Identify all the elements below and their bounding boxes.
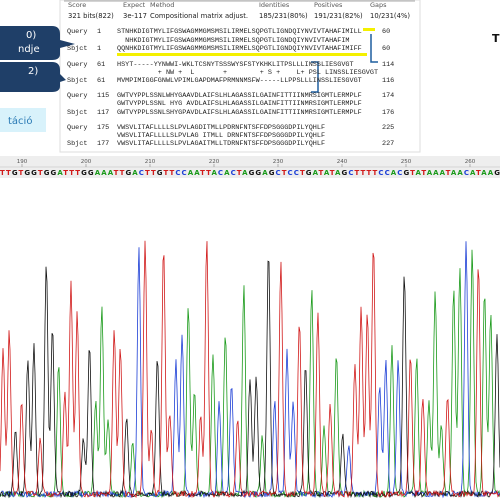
row-label: Sbjct xyxy=(67,45,87,53)
ruler-label: 260 xyxy=(465,159,476,165)
row-label: Sbjct xyxy=(67,77,87,85)
row-seq: VWSVLITAFLLLLSLPVLAGAITMLLTDRNFNTSFFDPSG… xyxy=(117,140,325,148)
row-seq: GWTVYPPLSSNLWHYGAAVDLAIFSLHLAGASSILGAINF… xyxy=(117,92,362,100)
ruler-label: 210 xyxy=(145,159,156,165)
base-sequence: TTGTGGTGGATTTGGAAATTGACTTGTTCCAATTACACTA… xyxy=(0,169,500,177)
stat-value: 321 bits(822) xyxy=(68,12,114,20)
alignment-panel xyxy=(59,0,421,153)
row-seq: HSYT-----YYNWWI-WKLTCSNYTSSSWYSFSTYKHKLI… xyxy=(117,61,354,69)
stat-header: Gaps xyxy=(370,1,387,9)
row-start: 177 xyxy=(97,140,109,148)
row-seq: STNHKDIGTMYLIFGSWAGMMGMSMSILIRMELSQPGTLI… xyxy=(117,28,362,36)
callout xyxy=(0,26,75,60)
callout-text: táció xyxy=(8,115,32,127)
mid-line: NHKDIGTMYLIFGSWAGMMGMSMSILIRMELSQPGTLIGN… xyxy=(117,37,350,45)
stat-header: Expect xyxy=(123,1,146,9)
row-seq: GWTVYPPLSSNLSHYGPAVDLAIFSLHLAGASSILGAINF… xyxy=(117,109,362,117)
row-end: 114 xyxy=(382,61,394,69)
stat-header: Positives xyxy=(314,1,343,9)
highlight xyxy=(363,28,375,31)
mid-line: VWSVLITAFLLLLSLPVLAG ITMLL DRNFNTSFFDPSG… xyxy=(117,132,325,140)
stat-value: 3e-117 xyxy=(123,12,147,20)
row-label: Query xyxy=(67,92,87,100)
row-label: Sbjct xyxy=(67,109,87,117)
highlight xyxy=(117,53,367,56)
callout-text: 0) xyxy=(26,30,36,41)
row-start: 115 xyxy=(97,92,109,100)
stat-value: 185/231(80%) xyxy=(259,12,308,20)
callout-text: 2) xyxy=(28,66,38,77)
callout-box xyxy=(0,108,46,132)
side-letter: T xyxy=(492,32,500,45)
stat-header: Identities xyxy=(259,1,290,9)
row-label: Sbjct xyxy=(67,140,87,148)
trace xyxy=(0,240,500,499)
trace-area xyxy=(0,180,500,500)
stat-value: 191/231(82%) xyxy=(314,12,363,20)
row-start: 1 xyxy=(97,45,101,53)
row-label: Query xyxy=(67,124,87,132)
mid-line: GWTVYPPLSSNL HYG AVDLAIFSLHLAGASSILGAINF… xyxy=(117,100,362,108)
row-end: 60 xyxy=(382,45,390,53)
row-end: 116 xyxy=(382,77,394,85)
stat-header: Score xyxy=(68,1,86,9)
row-end: 227 xyxy=(382,140,394,148)
row-start: 61 xyxy=(97,61,105,69)
row-seq: MVMPIMIGGFGNWLVPIMLGAPDMAFPRMNNMSFW-----… xyxy=(117,77,362,85)
row-start: 117 xyxy=(97,109,109,117)
row-start: 61 xyxy=(97,77,105,85)
ruler-label: 250 xyxy=(401,159,412,165)
mid-line: + NW + L + + S + L+ PSL LINSSLIESGVGT xyxy=(117,69,378,77)
callout-text: ndje xyxy=(18,44,40,55)
stat-value: Compositional matrix adjust. xyxy=(150,12,248,20)
stat-header: Method xyxy=(150,1,174,9)
stat-value: 10/231(4%) xyxy=(370,12,410,20)
ruler-label: 230 xyxy=(273,159,284,165)
ruler-label: 220 xyxy=(209,159,220,165)
row-end: 174 xyxy=(382,92,394,100)
row-start: 175 xyxy=(97,124,109,132)
ruler-label: 240 xyxy=(337,159,348,165)
callout xyxy=(0,62,66,92)
row-end: 225 xyxy=(382,124,394,132)
ruler-label: 200 xyxy=(81,159,92,165)
row-label: Query xyxy=(67,28,87,36)
row-end: 60 xyxy=(382,28,390,36)
ruler-label: 190 xyxy=(17,159,28,165)
row-label: Query xyxy=(67,61,87,69)
bracket xyxy=(311,34,378,93)
row-start: 1 xyxy=(97,28,101,36)
row-seq: VWSVLITAFLLLLSLPVLAGDITMLLPDRNFNTSFFDPSG… xyxy=(117,124,325,132)
row-seq: QQNHKDIGTMYLIFGSWAGMMGMSMSILIRMELSQPGTLI… xyxy=(117,45,362,53)
row-end: 176 xyxy=(382,109,394,117)
